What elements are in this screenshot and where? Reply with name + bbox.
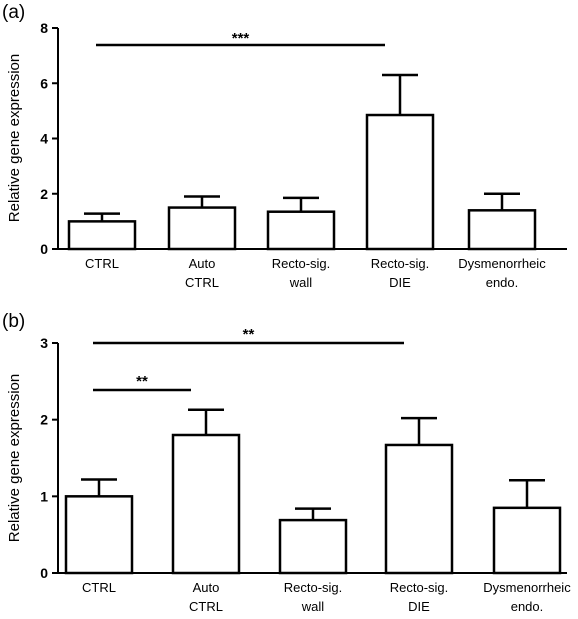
bar xyxy=(64,495,134,575)
x-tick-label: endo. xyxy=(511,599,544,614)
bar xyxy=(266,210,336,251)
panel-label: (b) xyxy=(2,311,25,332)
bar xyxy=(278,518,348,575)
bar xyxy=(167,206,237,251)
bar xyxy=(384,443,454,575)
bar xyxy=(171,433,241,575)
x-tick-label: CTRL xyxy=(185,275,219,290)
y-axis-label: Relative gene expression xyxy=(6,374,23,542)
bar xyxy=(67,220,137,251)
x-tick-label: Recto-sig. xyxy=(390,580,449,595)
x-tick-label: CTRL xyxy=(85,256,119,271)
x-tick-label: DIE xyxy=(389,275,411,290)
x-tick-label: wall xyxy=(301,599,325,614)
y-tick-label: 4 xyxy=(40,131,48,147)
bar xyxy=(365,113,435,251)
significance-label: ** xyxy=(243,326,255,343)
x-tick-label: DIE xyxy=(408,599,430,614)
x-tick-label: Dysmenorrheic xyxy=(458,256,546,271)
y-tick-label: 8 xyxy=(40,20,48,36)
x-tick-label: Auto xyxy=(193,580,220,595)
x-tick-label: Recto-sig. xyxy=(371,256,430,271)
panel-label: (a) xyxy=(2,2,25,23)
x-tick-label: Dysmenorrheic xyxy=(483,580,571,595)
y-tick-label: 1 xyxy=(40,488,48,504)
bar xyxy=(492,506,562,575)
y-tick-label: 6 xyxy=(40,75,48,91)
chart-panel-b: (b) 0 1 2 3 Relative gene expression CTRL Auto C… xyxy=(2,311,571,614)
x-tick-label: Recto-sig. xyxy=(284,580,343,595)
significance-label: *** xyxy=(232,30,250,47)
y-tick-label: 3 xyxy=(40,335,48,351)
y-tick-label: 2 xyxy=(40,186,48,202)
x-tick-label: Recto-sig. xyxy=(272,256,331,271)
x-tick-label: CTRL xyxy=(189,599,223,614)
y-axis-label: Relative gene expression xyxy=(6,54,23,222)
x-tick-label: CTRL xyxy=(82,580,116,595)
y-tick-label: 0 xyxy=(40,241,48,257)
y-tick-label: 0 xyxy=(40,565,48,581)
x-tick-label: endo. xyxy=(486,275,519,290)
x-tick-label: wall xyxy=(289,275,313,290)
bar xyxy=(467,209,537,251)
x-tick-label: Auto xyxy=(189,256,216,271)
y-tick-label: 2 xyxy=(40,412,48,428)
chart-panel-a: (a) 0 2 4 6 8 Relative gene expression CTRL Auto… xyxy=(2,2,567,290)
significance-label: ** xyxy=(136,373,148,390)
